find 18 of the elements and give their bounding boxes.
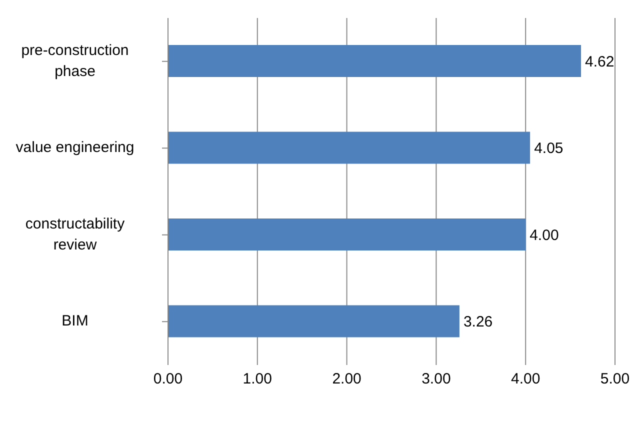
- data-label: 4.05: [534, 140, 564, 158]
- x-tick-label: 1.00: [242, 370, 272, 388]
- data-label: 4.62: [585, 53, 614, 70]
- bar: [168, 132, 530, 164]
- y-tick-label: value engineering: [16, 139, 134, 156]
- bar: [168, 45, 582, 77]
- bar: [168, 218, 526, 250]
- data-label: 4.00: [530, 226, 559, 244]
- y-tick-label: pre-construction phase: [21, 42, 129, 80]
- bar: [168, 305, 460, 338]
- x-tick-label: 4.00: [511, 370, 540, 388]
- x-tick-label: 0.00: [153, 370, 183, 388]
- data-label: 3.26: [463, 314, 493, 331]
- x-tick-label: 2.00: [332, 370, 362, 388]
- x-tick-label: 5.00: [600, 370, 630, 388]
- y-tick-label: BIM: [62, 312, 88, 330]
- x-tick-label: 3.00: [422, 370, 451, 388]
- y-tick-label: constructability review: [25, 215, 126, 254]
